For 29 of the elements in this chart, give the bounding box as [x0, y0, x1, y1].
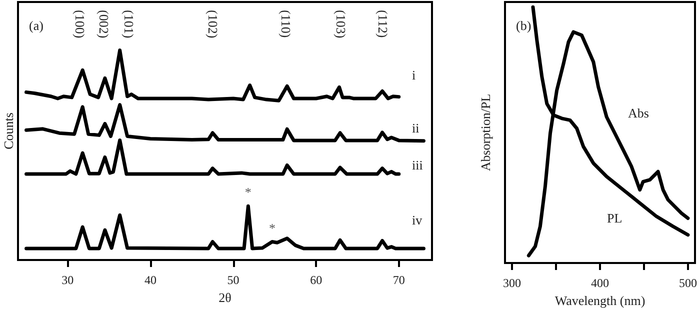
- x-tick-label: 400: [591, 276, 609, 290]
- x-tick-label: 60: [310, 273, 322, 287]
- series-label: i: [412, 68, 416, 82]
- x-tick-label: 50: [227, 273, 240, 287]
- y-axis-title: Counts: [1, 112, 16, 150]
- x-tick-label: 500: [678, 276, 697, 290]
- x-tick-label: 300: [503, 276, 522, 290]
- x-tick-label: 70: [392, 273, 405, 287]
- text: (100): [72, 10, 88, 38]
- x-tick-label: 40: [144, 273, 156, 287]
- series-label: Abs: [628, 106, 649, 120]
- text: (103): [334, 10, 348, 38]
- x-tick-label: 30: [62, 273, 74, 287]
- annotation: *: [244, 184, 252, 200]
- x-axis-title: 2θ: [218, 290, 232, 305]
- series-label: ii: [412, 120, 420, 136]
- chart-title: (a): [29, 18, 44, 33]
- series-label: iii: [412, 158, 424, 172]
- text: (112): [376, 10, 390, 38]
- text: (101): [122, 10, 136, 38]
- y-axis-title: Absorption/PL: [478, 94, 493, 172]
- text: (b): [516, 18, 532, 33]
- text: (102): [206, 10, 220, 38]
- text: (002): [96, 10, 112, 38]
- text: (110): [278, 10, 294, 38]
- x-axis-title: Wavelength (nm): [554, 292, 646, 308]
- annotation: *: [268, 220, 276, 236]
- series-label: PL: [607, 210, 622, 226]
- series-label: iv: [412, 212, 423, 228]
